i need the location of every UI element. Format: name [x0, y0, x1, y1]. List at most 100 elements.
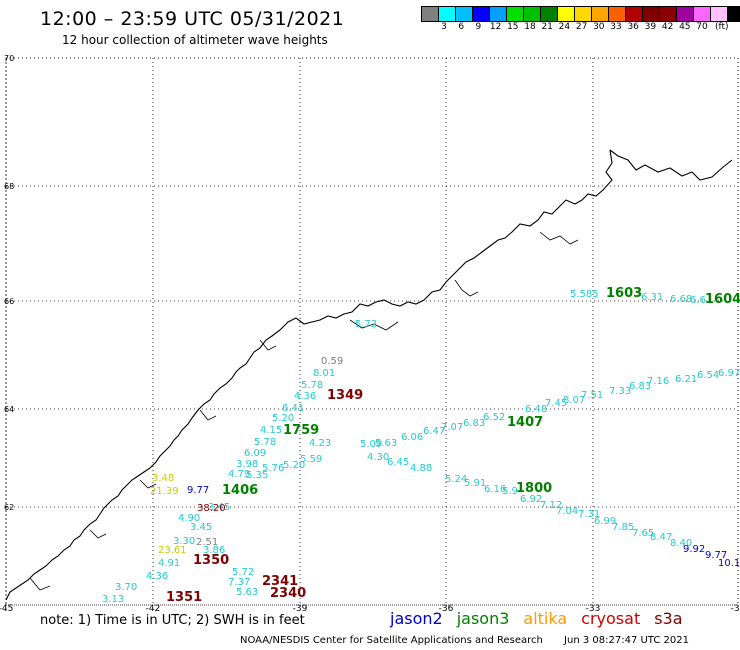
wave-height-label: 6.09 — [244, 448, 266, 459]
wave-height-label: 4.90 — [178, 513, 200, 524]
wave-height-label: 3.45 — [208, 502, 230, 513]
wave-height-label: 5.24 — [445, 474, 467, 485]
wave-height-label: 5.585 — [570, 289, 599, 300]
wave-height-label: 6.92 — [520, 494, 542, 505]
wave-height-label: 9.92 — [683, 544, 705, 555]
wave-height-label: 5.20 — [272, 413, 294, 424]
legend-unit: (ft) — [715, 22, 729, 32]
pass-time-label: 1350 — [193, 553, 229, 568]
wave-height-label: 4.88 — [410, 463, 432, 474]
lon-label: -42 — [146, 604, 161, 614]
legend-tick: 70 — [696, 22, 708, 32]
wave-height-label: 7.37 — [228, 577, 250, 588]
satellite-name: altika — [523, 609, 568, 628]
legend-tick: 3 — [441, 22, 447, 32]
wave-height-label: 6.68 — [670, 294, 692, 305]
pass-time-label: 1603 — [606, 286, 642, 301]
wave-height-label: 6.48 — [525, 404, 547, 415]
wave-height-label: 4.36 — [294, 391, 316, 402]
wave-height-label: 6.83 — [463, 418, 485, 429]
wave-height-label: 5.09 — [360, 439, 382, 450]
wave-height-label: 6.52 — [483, 412, 505, 423]
legend-tick: 27 — [575, 22, 588, 32]
coastline — [5, 149, 733, 601]
wave-height-label: 0.59 — [321, 356, 343, 367]
credit-text: NOAA/NESDIS Center for Satellite Applica… — [240, 635, 543, 646]
pass-time-label: 1759 — [283, 423, 319, 438]
lon-label: -45 — [0, 604, 13, 614]
wave-height-label: 8.40 — [670, 538, 692, 549]
legend-tick: 42 — [661, 22, 674, 32]
map-frame — [5, 57, 739, 606]
wave-height-label: 5.72 — [232, 567, 254, 578]
footnote: note: 1) Time is in UTC; 2) SWH is in fe… — [40, 613, 305, 628]
wave-height-label: 5.63 — [236, 587, 258, 598]
wave-height-label: 23.61 — [158, 545, 187, 556]
legend-tick: 36 — [627, 22, 639, 32]
wave-height-label: 6.31 — [641, 292, 663, 303]
legend-swatch — [727, 6, 740, 22]
color-legend — [421, 6, 740, 22]
wave-height-label: 5.63 — [375, 438, 397, 449]
inner-fjord-coastline — [29, 231, 579, 591]
lon-label: -39 — [293, 604, 308, 614]
wave-height-label: 5.9 — [502, 486, 518, 497]
wave-height-label: 4.23 — [309, 438, 331, 449]
wave-height-label: 2.51 — [196, 537, 218, 548]
wave-height-label: 21.39 — [150, 486, 179, 497]
wave-height-label: 7.07 — [441, 422, 463, 433]
wave-height-label: 5.72 — [355, 319, 377, 330]
legend-tick: 15 — [507, 22, 519, 32]
wave-height-label: 4.30 — [367, 452, 389, 463]
wave-height-label: 6.83 — [629, 381, 651, 392]
axis-labels: 70 68 66 64 62 -45 -42 -39 -36 -33 -30 — [0, 54, 740, 614]
wave-height-label: 6.21 — [675, 374, 697, 385]
legend-tick: 30 — [593, 22, 605, 32]
wave-height-label: 4.91 — [158, 558, 180, 569]
wave-height-label: 7.45 — [545, 398, 567, 409]
satellite-name: cryosat — [581, 609, 641, 628]
wave-height-label: 6.6 — [690, 295, 706, 306]
wave-height-label: 7.12 — [540, 500, 562, 511]
legend-tick: 45 — [679, 22, 691, 32]
lat-label: 62 — [4, 503, 14, 512]
wave-height-label: 3.98 — [236, 459, 258, 470]
lon-label: -36 — [439, 604, 454, 614]
wave-height-label: 7.65 — [632, 528, 654, 539]
wave-height-label: 8.47 — [650, 532, 672, 543]
lat-label: 70 — [4, 54, 14, 63]
wave-height-label: 4.15 — [260, 425, 282, 436]
wave-height-label: 3.45 — [190, 522, 212, 533]
wave-height-label: 9.77 — [705, 550, 727, 561]
wave-height-label: 8.01 — [313, 368, 335, 379]
wave-height-label: 7.04 — [556, 506, 578, 517]
lon-label: -33 — [586, 604, 601, 614]
wave-height-label: 5.78 — [254, 437, 276, 448]
wave-height-label: 6.54 — [697, 370, 719, 381]
generated-timestamp: Jun 3 08:27:47 UTC 2021 — [564, 635, 689, 646]
lat-lon-grid — [5, 57, 739, 606]
wave-height-label: 38.20 — [197, 503, 226, 514]
legend-tick: 18 — [524, 22, 536, 32]
wave-height-label: 5.59 — [300, 454, 322, 465]
legend-tick: 12 — [489, 22, 502, 32]
wave-height-label: 5.91 — [464, 478, 486, 489]
wave-height-label: 3.30 — [173, 536, 195, 547]
wave-height-label: 10.14 — [718, 558, 740, 569]
wave-height-label: 7.51 — [581, 390, 603, 401]
wave-height-label: 6.47 — [423, 426, 445, 437]
pass-time-label: 1351 — [166, 590, 202, 605]
satellite-name: jason3 — [456, 609, 510, 628]
legend-tick: 6 — [458, 22, 465, 32]
wave-height-label: 6.99 — [594, 516, 616, 527]
wave-height-label: 5.20 — [283, 460, 305, 471]
wave-height-label: 4.36 — [146, 571, 168, 582]
pass-time-label: 1349 — [327, 388, 363, 403]
legend-tick: 24 — [558, 22, 571, 32]
wave-height-label: 5.78 — [301, 380, 323, 391]
wave-height-label: 3.48 — [152, 473, 174, 484]
wave-height-label: 3.86 — [203, 545, 225, 556]
wave-height-label: 7.33 — [609, 386, 631, 397]
credit-line: NOAA/NESDIS Center for Satellite Applica… — [240, 635, 689, 646]
